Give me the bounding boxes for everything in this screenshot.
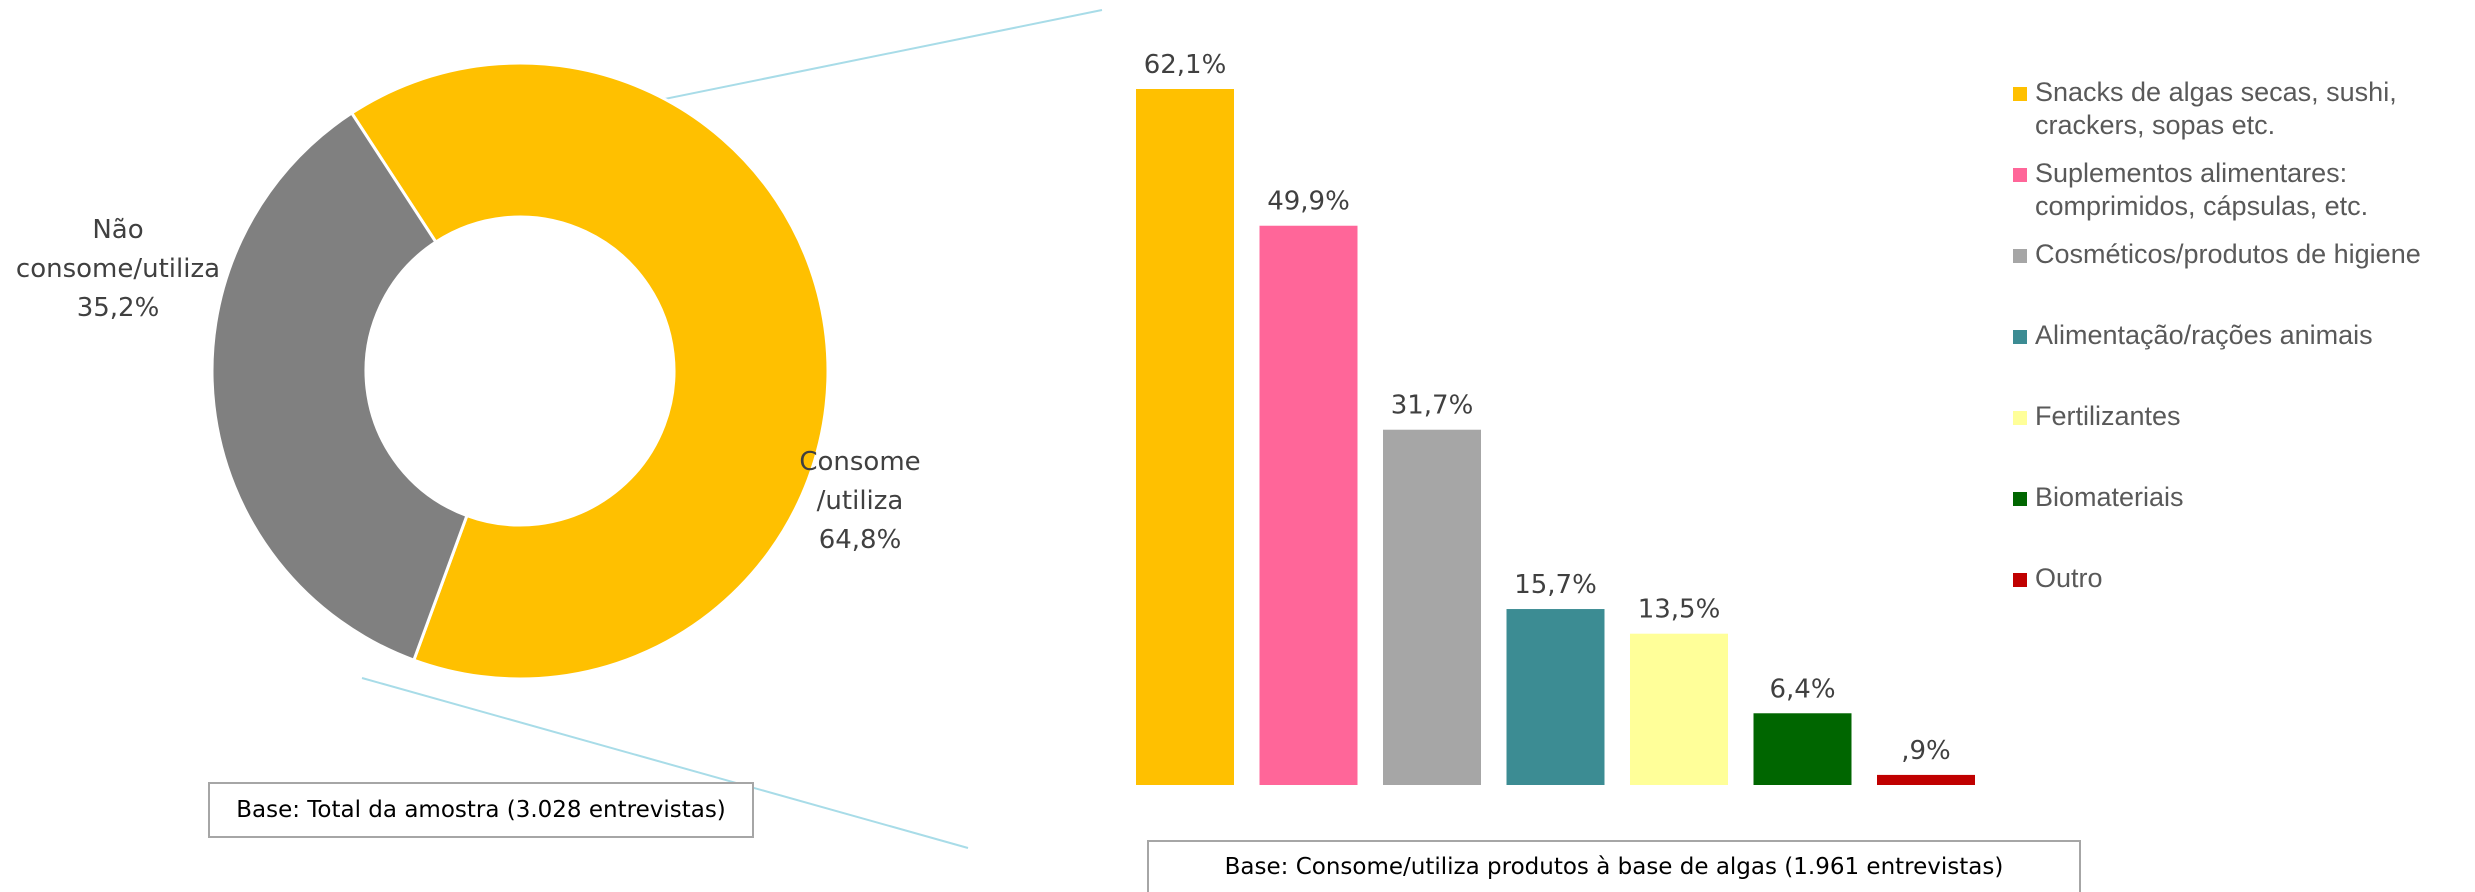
bar-2 [1259, 225, 1358, 785]
legend-entry: Cosméticos/produtos de higiene [2035, 239, 2421, 269]
bar-3 [1383, 429, 1481, 785]
donut-label-nao-consome: Não consome/utiliza 35,2% [16, 215, 220, 323]
bar-value-label: 13,5% [1638, 595, 1721, 625]
bar-6 [1753, 713, 1852, 785]
legend-swatch [2013, 330, 2027, 344]
legend-entry: Alimentação/rações animais [2035, 320, 2373, 350]
legend-swatch [2013, 492, 2027, 506]
bar-value-label: 62,1% [1144, 50, 1227, 80]
bar-chart: 62,1% 49,9% 31,7% 15,7% 13,5% 6,4% ,9% [1136, 50, 1975, 785]
bar-4 [1506, 609, 1605, 785]
legend-entry: Biomateriais [2035, 482, 2184, 512]
legend-swatch [2013, 411, 2027, 425]
donut-base-note: Base: Total da amostra (3.028 entrevista… [208, 782, 754, 838]
legend: Snacks de algas secas, sushi, crackers, s… [2013, 77, 2421, 593]
donut-chart: Consome/utiliza 64,8% Não consome/utiliza 35… [16, 61, 921, 681]
donut-slice-nao-consome [210, 110, 469, 663]
bar-value-label: 31,7% [1391, 391, 1474, 421]
connector-line-bottom [361, 677, 969, 849]
bar-value-label: 15,7% [1514, 570, 1597, 600]
bar-value-label: 6,4% [1769, 674, 1835, 704]
legend-entry: Suplementos alimentares: comprimidos, cáp… [2035, 158, 2368, 221]
legend-swatch [2013, 573, 2027, 587]
legend-entry: Fertilizantes [2035, 401, 2181, 431]
bar-7 [1877, 774, 1975, 785]
legend-swatch [2013, 249, 2027, 263]
bar-value-label: ,9% [1901, 736, 1951, 766]
legend-swatch [2013, 168, 2027, 182]
bar-value-label: 49,9% [1267, 187, 1350, 217]
legend-entry: Snacks de algas secas, sushi, crackers, s… [2035, 77, 2397, 140]
bar-1 [1136, 89, 1234, 785]
donut-label-consome: Consome/utiliza 64,8% [799, 447, 920, 555]
legend-swatch [2013, 87, 2027, 101]
bar-base-note: Base: Consome/utiliza produtos à base de… [1147, 840, 2081, 892]
donut-slice-consome [349, 61, 830, 681]
bar-5 [1630, 633, 1728, 785]
legend-entry: Outro [2035, 563, 2103, 593]
